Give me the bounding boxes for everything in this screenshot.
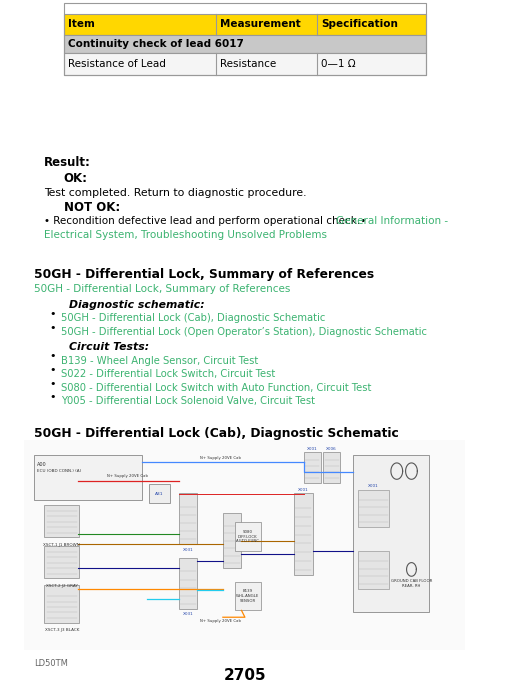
Text: 2705: 2705 [223,669,266,684]
Text: 50GH - Differential Lock (Cab), Diagnostic Schematic: 50GH - Differential Lock (Cab), Diagnost… [61,313,325,323]
Text: X001: X001 [297,488,308,492]
Text: S022 - Differential Lock Switch, Circuit Test: S022 - Differential Lock Switch, Circuit… [61,369,275,379]
Text: X031: X031 [182,547,193,551]
Text: •: • [49,393,55,402]
Bar [357,490,389,527]
Text: XSCT-2 J2 GRAY: XSCT-2 J2 GRAY [46,584,77,588]
Text: •: • [49,379,55,388]
Text: Item: Item [68,19,94,29]
Bar [293,493,312,575]
Text: • Recondition defective lead and perform operational check.•: • Recondition defective lead and perform… [44,216,369,226]
Text: Electrical System, Troubleshooting Unsolved Problems: Electrical System, Troubleshooting Unsol… [44,230,326,240]
Text: •: • [49,323,55,333]
Bar [44,505,79,537]
Bar [44,545,79,578]
Text: B139 - Wheel Angle Sensor, Circuit Test: B139 - Wheel Angle Sensor, Circuit Test [61,356,258,366]
Text: XSCT-3 J3 BLACK: XSCT-3 J3 BLACK [44,628,79,632]
Text: Diagnostic schematic:: Diagnostic schematic: [68,300,204,310]
Text: General Information -: General Information - [335,216,447,226]
Text: 50GH - Differential Lock, Summary of References: 50GH - Differential Lock, Summary of Ref… [34,268,374,281]
Text: X001: X001 [367,484,378,488]
Text: •: • [49,365,55,375]
Bar [34,456,142,500]
Bar [235,523,260,551]
Text: Resistance of Lead: Resistance of Lead [68,59,165,68]
Text: Resistance: Resistance [219,59,275,68]
Text: Continuity check of lead 6017: Continuity check of lead 6017 [68,39,243,49]
Bar [179,558,197,609]
Text: •: • [49,351,55,362]
Text: A00: A00 [37,462,46,466]
Bar [149,484,169,503]
Text: NOT OK:: NOT OK: [64,201,120,214]
Text: Measurement: Measurement [219,19,300,29]
Text: X031: X031 [182,612,193,616]
Bar [179,493,197,544]
Bar [64,3,426,75]
Text: ECU (OBD CONN.) (A): ECU (OBD CONN.) (A) [37,469,81,473]
Text: Y005 - Differential Lock Solenoid Valve, Circuit Test: Y005 - Differential Lock Solenoid Valve,… [61,397,315,406]
Text: A31: A31 [155,492,163,496]
Text: Test completed. Return to diagnostic procedure.: Test completed. Return to diagnostic pro… [44,188,306,197]
Text: N+ Supply 20VE Cab: N+ Supply 20VE Cab [107,474,148,478]
Text: 0—1 Ω: 0—1 Ω [321,59,355,68]
Bar [235,582,260,610]
Bar [352,456,428,612]
Bar [357,551,389,588]
Text: S080
DIFF.LOCK
AUTO FUNC.: S080 DIFF.LOCK AUTO FUNC. [235,530,260,543]
Text: N+ Supply 20VE Cab: N+ Supply 20VE Cab [200,456,240,460]
Bar [24,440,464,650]
Text: XSCT-1 J1 BROWN: XSCT-1 J1 BROWN [43,543,80,547]
Bar [303,452,320,483]
Bar [64,35,426,53]
Bar [222,514,241,568]
Text: B139
WHL.ANGLE
SENSOR: B139 WHL.ANGLE SENSOR [236,590,259,603]
Text: GROUND CAB FLOOR
REAR, RH: GROUND CAB FLOOR REAR, RH [390,579,431,588]
Bar [44,585,79,623]
Text: Circuit Tests:: Circuit Tests: [68,342,149,352]
Text: •: • [49,309,55,319]
Bar [323,452,340,483]
Text: 50GH - Differential Lock (Open Operator’s Station), Diagnostic Schematic: 50GH - Differential Lock (Open Operator’… [61,327,427,337]
Text: Specification: Specification [321,19,398,29]
Bar [64,53,426,75]
Text: S080 - Differential Lock Switch with Auto Function, Circuit Test: S080 - Differential Lock Switch with Aut… [61,383,371,393]
Text: 50GH - Differential Lock, Summary of References: 50GH - Differential Lock, Summary of Ref… [34,284,290,295]
Text: N+ Supply 20VE Cab: N+ Supply 20VE Cab [200,619,240,623]
Text: X001: X001 [306,447,317,451]
Text: 50GH - Differential Lock (Cab), Diagnostic Schematic: 50GH - Differential Lock (Cab), Diagnost… [34,427,398,440]
Text: LD50TM: LD50TM [34,659,68,668]
Bar [64,14,426,35]
Text: X006: X006 [326,447,336,451]
Text: Result:: Result: [44,156,91,169]
Text: OK:: OK: [64,173,88,186]
